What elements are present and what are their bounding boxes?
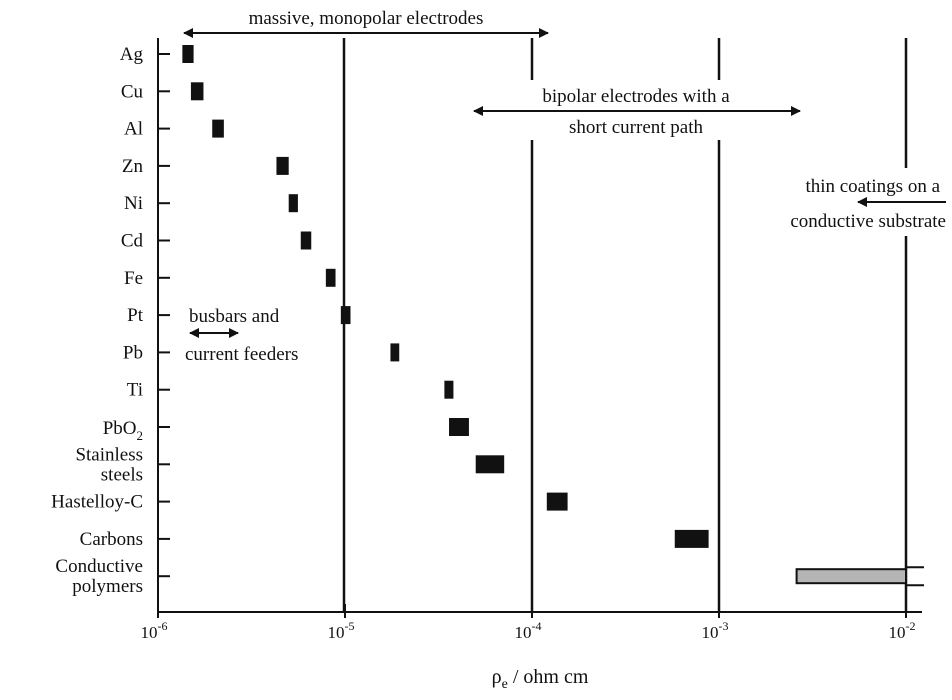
category-label-fe: Fe [124,268,143,289]
category-label-cu: Cu [121,81,144,102]
bar-pt [340,306,351,325]
category-label-zn: Zn [122,156,144,177]
bar-ni [288,194,298,213]
bar-cu [190,82,204,101]
category-label-cd: Cd [121,231,144,252]
x-tick-label-1-exp: -5 [345,619,355,633]
category-label-pbo-2-base: PbO [103,418,137,439]
x-tick-label-3-base: 10 [702,623,719,642]
category-label-ti: Ti [127,380,143,401]
x-axis-title-unit: / ohm cm [508,666,589,688]
annotation-bipolar-line1: bipolar electrodes with a [542,86,730,107]
annotation-massive-monopolar: massive, monopolar electrodes [249,8,484,29]
x-tick-label-4: 10-2 [889,619,916,642]
annotation-thin-line2: conductive substrate [790,211,946,232]
bar-hastelloy-c [546,492,568,511]
category-label-ni: Ni [124,193,143,214]
x-tick-label-4-exp: -2 [906,619,916,633]
x-tick-label-1-base: 10 [328,623,345,642]
x-tick-label-4-base: 10 [889,623,906,642]
annotation-busbars-line1: busbars and [189,306,280,327]
category-label-conductive-polymers: Conductive polymers [55,556,143,597]
bar-fe [325,268,336,287]
bar-pb [390,343,400,362]
category-label-pt: Pt [127,305,144,326]
x-tick-label-0-base: 10 [141,623,158,642]
bar-al [212,119,224,138]
category-label-stainless-steels: Stainless steels [75,444,143,485]
category-label-stainless-steels-line1: Stainless [75,444,143,465]
category-label-conductive-polymers-line2: polymers [72,576,143,597]
bar-conductive-polymers [795,568,908,585]
annotation-thin-line1: thin coatings on a [805,176,940,197]
bar-carbons [674,529,709,548]
category-label-conductive-polymers-line1: Conductive [55,556,143,577]
x-tick-label-0-exp: -6 [158,619,168,633]
category-label-stainless-steels-line2: steels [101,464,143,485]
bar-ag [182,45,194,63]
bar-layer [182,45,924,587]
x-tick-layer: 10-6 10-5 10-4 10-3 10-2 [141,604,916,642]
x-axis-title-symbol: ρ [492,666,502,688]
category-label-carbons: Carbons [80,529,143,550]
x-tick-label-3: 10-3 [702,619,729,642]
bar-zn [276,156,289,175]
category-label-hastelloy-c: Hastelloy-C [51,492,143,513]
bar-stainless-steels [475,455,505,474]
x-axis-title: ρe / ohm cm [492,666,589,692]
bar-ti [444,380,454,399]
annotation-busbars-line2: current feeders [185,344,298,365]
x-tick-label-1: 10-5 [328,619,355,642]
category-label-pb: Pb [123,342,143,363]
x-tick-label-2-base: 10 [515,623,532,642]
category-label-pbo-2-sub: 2 [137,428,144,443]
category-label-al: Al [124,119,143,140]
x-tick-label-3-exp: -3 [719,619,729,633]
x-axis-title-subscript: e [502,677,508,692]
category-label-pbo-2: PbO2 [103,418,143,443]
x-tick-label-0: 10-6 [141,619,168,642]
x-tick-label-2: 10-4 [515,619,542,642]
annotation-bipolar-line2: short current path [569,117,704,138]
bar-pbo-2 [449,418,469,436]
bar-cd [300,231,312,250]
x-tick-label-2-exp: -4 [532,619,542,633]
category-label-ag: Ag [120,44,144,65]
